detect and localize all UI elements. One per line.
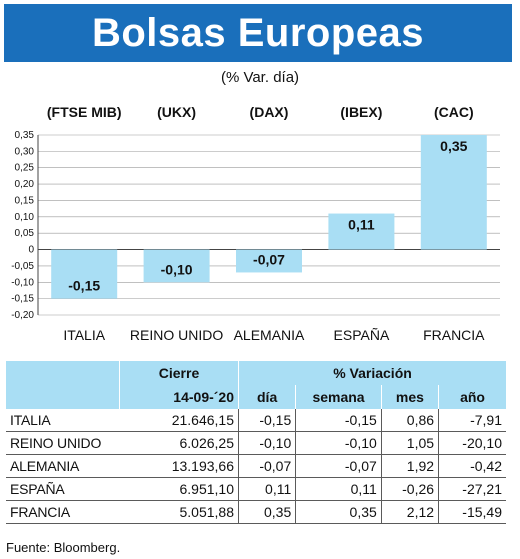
bar-chart: 0,35 0,30 0,25 0,20 0,15 0,10 0,05 0 -0,05 -0,10 -… [11, 104, 500, 343]
source-note: Fuente: Bloomberg. [6, 540, 121, 555]
y-tick-label: 0,05 [15, 228, 35, 239]
bar [143, 249, 210, 283]
x-category-label: ALEMANIA [234, 327, 305, 343]
variation-cell: 0,35 [237, 500, 296, 524]
chart-subtitle: (% Var. día) [220, 69, 300, 86]
variation-cell: -27,21 [438, 477, 506, 501]
variation-cell: 2,12 [380, 500, 439, 524]
index-code-label: (UKX) [157, 104, 196, 120]
table-row: REINO UNIDO 6.026,25 -0,10 -0,10 1,05 -20,10 [6, 431, 506, 455]
title-banner: Bolsas Europeas [4, 4, 512, 62]
variation-cell: -20,10 [438, 431, 506, 455]
variation-cell: -0,26 [380, 477, 439, 501]
bar [328, 213, 395, 250]
variation-cell: -7,91 [438, 409, 506, 432]
variation-cell: 0,86 [380, 409, 439, 432]
market-table: Cierre % Variación 14-09-´20 día semana … [6, 361, 506, 524]
variation-cell: -0,15 [295, 409, 382, 432]
variation-cell: 0,11 [237, 477, 296, 501]
index-code-label: (DAX) [250, 104, 289, 120]
x-category-label: REINO UNIDO [130, 327, 223, 343]
variation-cell: -0,10 [237, 431, 296, 455]
close-value-cell: 13.193,66 [119, 454, 239, 478]
variation-cell: -0,07 [295, 454, 382, 478]
close-value-cell: 6.026,25 [119, 431, 239, 455]
bar [236, 249, 302, 273]
variation-cell: 1,92 [380, 454, 439, 478]
table-row: ALEMANIA 13.193,66 -0,07 -0,07 1,92 -0,42 [6, 454, 506, 478]
bar-value-label: -0,10 [161, 261, 193, 277]
variation-cell: 0,11 [295, 477, 382, 501]
variation-cell: -15,49 [438, 500, 506, 524]
variation-cell: -0,07 [237, 454, 296, 478]
y-tick-label: -0,10 [11, 277, 34, 288]
country-cell: FRANCIA [6, 500, 120, 524]
close-value-cell: 6.951,10 [119, 477, 239, 501]
y-tick-label: -0,20 [11, 310, 34, 321]
y-tick-label: 0,25 [15, 163, 35, 174]
index-code-label: (FTSE MIB) [47, 104, 122, 120]
cierre-header: Cierre [119, 361, 239, 385]
y-tick-label: 0 [28, 245, 34, 256]
y-tick-label: -0,15 [11, 294, 34, 305]
index-code-label: (IBEX) [340, 104, 382, 120]
country-cell: ALEMANIA [6, 454, 120, 478]
y-tick-label: -0,05 [11, 261, 34, 272]
bar-value-label: 0,35 [440, 138, 467, 154]
empty-header-cell [6, 385, 120, 409]
variation-cell: 0,35 [295, 500, 382, 524]
bar-value-label: -0,07 [253, 251, 285, 267]
ano-header: año [438, 385, 506, 409]
variation-cell: -0,42 [438, 454, 506, 478]
index-code-label: (CAC) [434, 104, 474, 120]
table-row: ITALIA 21.646,15 -0,15 -0,15 0,86 -7,91 [6, 409, 506, 432]
table-row: FRANCIA 5.051,88 0,35 0,35 2,12 -15,49 [6, 500, 506, 524]
bar-value-label: 0,11 [348, 217, 375, 233]
bar [51, 249, 118, 299]
date-header: 14-09-´20 [119, 385, 239, 409]
close-value-cell: 21.646,15 [119, 409, 239, 432]
variation-cell: -0,10 [295, 431, 382, 455]
country-cell: ITALIA [6, 409, 120, 432]
variation-cell: 1,05 [380, 431, 439, 455]
table-sub-header-row: 14-09-´20 día semana mes año [6, 385, 506, 409]
dia-header: día [237, 385, 296, 409]
empty-header-cell [6, 361, 120, 385]
country-cell: ESPAÑA [6, 477, 120, 501]
page-title: Bolsas Europeas [91, 10, 425, 55]
x-category-label: FRANCIA [423, 327, 485, 343]
x-category-label: ESPAÑA [334, 327, 390, 343]
table-row: ESPAÑA 6.951,10 0,11 0,11 -0,26 -27,21 [6, 477, 506, 501]
country-cell: REINO UNIDO [6, 431, 120, 455]
y-tick-label: 0,35 [15, 130, 35, 141]
table-group-header-row: Cierre % Variación [6, 361, 506, 385]
semana-header: semana [295, 385, 382, 409]
bar [420, 135, 487, 250]
y-tick-label: 0,10 [15, 212, 35, 223]
mes-header: mes [380, 385, 439, 409]
y-tick-label: 0,15 [15, 195, 35, 206]
close-value-cell: 5.051,88 [119, 500, 239, 524]
x-category-label: ITALIA [63, 327, 105, 343]
y-tick-label: 0,20 [15, 179, 35, 190]
variation-cell: -0,15 [237, 409, 296, 432]
bar-value-label: -0,15 [68, 278, 100, 294]
variacion-header: % Variación [238, 361, 506, 385]
y-tick-label: 0,30 [15, 146, 35, 157]
